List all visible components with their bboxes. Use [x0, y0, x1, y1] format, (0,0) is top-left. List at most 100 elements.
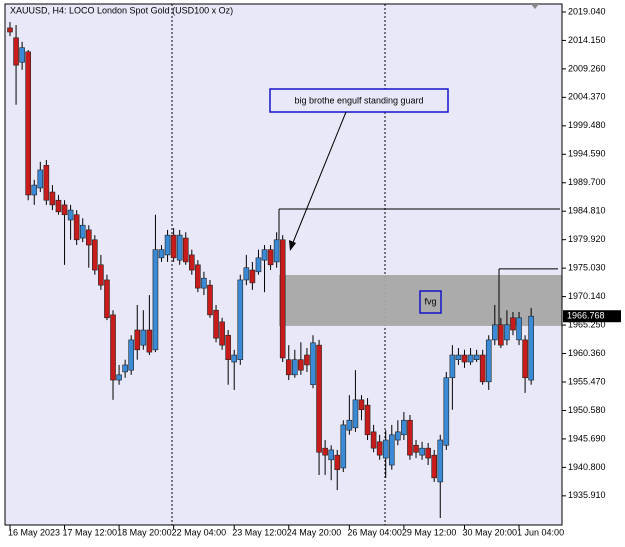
candle-body — [43, 164, 50, 201]
candle-body — [528, 315, 534, 381]
x-tick-label: 30 May 20:00 — [463, 527, 518, 537]
candle-body — [237, 279, 244, 360]
candle-body — [104, 279, 110, 319]
candle-body — [201, 277, 207, 289]
candle-body — [213, 309, 219, 339]
candle-body — [261, 249, 268, 261]
candle-body — [110, 314, 116, 381]
x-tick-label: 18 May 20:00 — [117, 527, 172, 537]
x-tick-label: 16 May 2023 — [8, 527, 60, 537]
candle-body — [195, 264, 201, 289]
y-tick-label: 2004.370 — [568, 92, 606, 102]
candle-body — [413, 444, 419, 453]
candle-body — [170, 234, 177, 259]
candle-body — [225, 334, 231, 360]
y-tick-label: 1984.810 — [568, 206, 606, 216]
candle-body — [364, 404, 371, 436]
candle-body — [79, 224, 86, 239]
candle-body — [334, 454, 341, 471]
scroll-marker — [531, 4, 539, 9]
candle-body — [437, 439, 444, 483]
candle-body — [504, 324, 510, 341]
y-tick-label: 1955.470 — [568, 376, 606, 386]
x-tick-label: 23 May 12:00 — [232, 527, 287, 537]
candle-body — [328, 449, 334, 461]
candle-body — [310, 342, 316, 386]
annotation-box — [419, 290, 442, 314]
y-tick-label: 1965.250 — [568, 319, 606, 329]
candle-body — [322, 447, 328, 456]
x-tick-label: 26 May 04:00 — [347, 527, 402, 537]
candle-body — [116, 374, 122, 381]
candle-body — [140, 329, 147, 346]
candle-body — [92, 239, 98, 271]
candle-body — [358, 399, 365, 411]
candle-body — [207, 284, 213, 316]
candle-body — [522, 339, 528, 379]
candle-body — [176, 234, 183, 261]
candle-body — [85, 229, 92, 246]
candle-body — [25, 51, 31, 196]
y-tick-label: 1940.800 — [568, 462, 606, 472]
y-tick-label: 1979.920 — [568, 234, 606, 244]
candle-body — [255, 257, 262, 273]
candle-body — [292, 359, 298, 376]
annotation-text: fvg — [424, 296, 436, 306]
candle-body — [449, 354, 456, 379]
y-tick-label: 1999.480 — [568, 120, 606, 130]
candle-body — [510, 317, 516, 331]
candle-body — [388, 434, 395, 466]
annotation-box — [269, 88, 449, 113]
candle-body — [134, 329, 141, 351]
candle-body — [376, 441, 383, 456]
candle-body — [219, 321, 225, 346]
candle-body — [128, 339, 134, 371]
candle-body — [455, 354, 462, 360]
candle-body — [443, 377, 450, 446]
candle-body — [419, 447, 425, 456]
candle-body — [304, 354, 310, 366]
candle-body — [479, 354, 486, 383]
y-tick-label: 1970.140 — [568, 291, 606, 301]
y-tick-label: 1994.590 — [568, 149, 606, 159]
candle-body — [395, 431, 401, 441]
candle-body — [19, 47, 25, 63]
candle-body — [31, 184, 38, 196]
candle-body — [7, 27, 13, 33]
y-tick-label: 1989.700 — [568, 177, 606, 187]
candle-body — [13, 37, 19, 66]
candle-body — [279, 239, 286, 359]
candle-body — [382, 439, 389, 459]
candle-body — [249, 269, 256, 284]
candle-body — [73, 214, 80, 241]
candle-body — [122, 364, 128, 373]
candle-body — [370, 431, 377, 449]
candle-body — [55, 199, 62, 213]
candle-body — [273, 239, 280, 263]
candle-body — [158, 249, 165, 259]
annotation-text: big brothe engulf standing guard — [294, 95, 423, 105]
candle-body — [98, 264, 104, 286]
candles — [7, 22, 534, 519]
candle-body — [498, 324, 504, 346]
candle-body — [485, 339, 492, 383]
candle-body — [189, 254, 195, 271]
candle-body — [346, 419, 353, 431]
candle-body — [431, 454, 438, 479]
candle-body — [316, 344, 322, 453]
annotation-arrow — [291, 111, 347, 246]
candle-body — [516, 317, 522, 341]
y-tick-label: 2009.260 — [568, 63, 606, 73]
candle-body — [152, 249, 159, 351]
y-tick-label: 2014.150 — [568, 35, 606, 45]
candle-body — [407, 419, 413, 456]
candle-body — [231, 354, 238, 363]
y-tick-label: 1945.690 — [568, 433, 606, 443]
candle-body — [401, 419, 407, 436]
chart-title: XAUUSD, H4: LOCO London Spot Gold (USD10… — [10, 5, 233, 15]
x-tick-label: 22 May 04:00 — [172, 527, 227, 537]
candle-body — [285, 359, 292, 376]
candle-body — [49, 191, 56, 206]
candle-body — [37, 169, 44, 189]
